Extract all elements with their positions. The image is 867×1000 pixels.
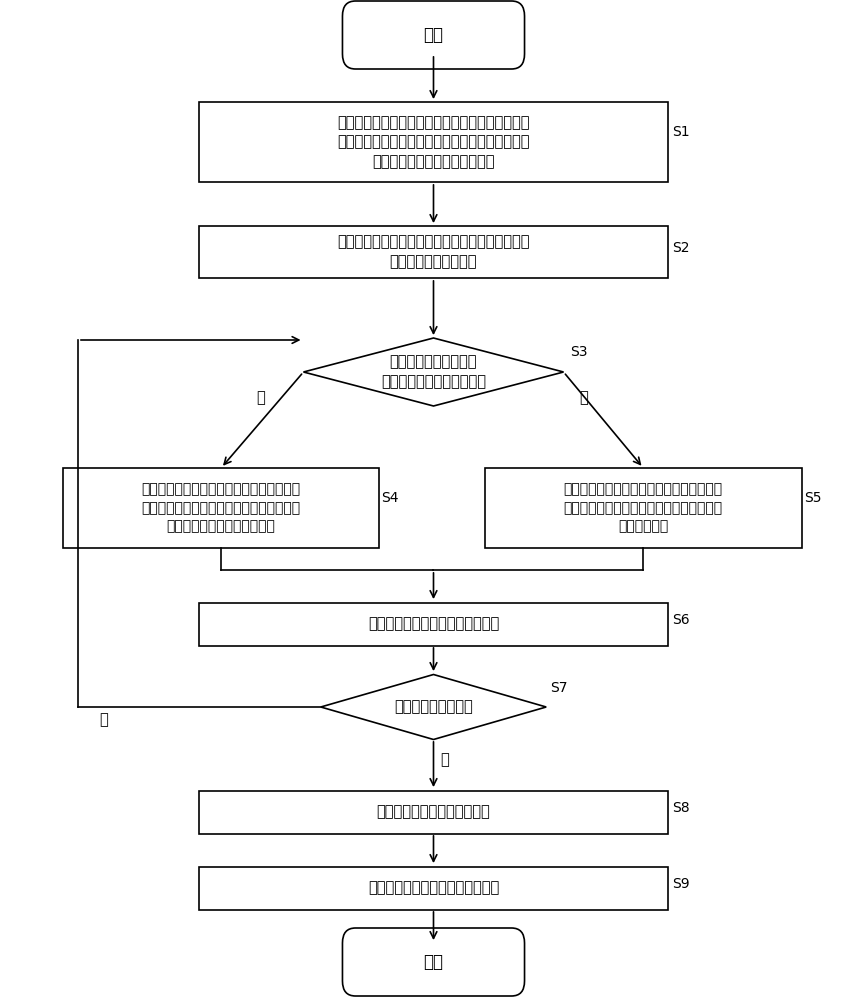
Text: 结束: 结束 xyxy=(423,953,444,971)
FancyBboxPatch shape xyxy=(342,928,525,996)
Bar xyxy=(199,790,668,834)
Text: 否: 否 xyxy=(100,712,108,728)
Text: S5: S5 xyxy=(804,491,821,505)
Text: 确定载运工具当前时刻的惯性运动方向和目
的地吸引运动方向，并计算载运工具下一时
刻的运动方向: 确定载运工具当前时刻的惯性运动方向和目 的地吸引运动方向，并计算载运工具下一时 … xyxy=(564,483,723,533)
Text: S9: S9 xyxy=(672,877,689,891)
Polygon shape xyxy=(321,674,546,740)
Bar xyxy=(199,602,668,646)
Text: 载运工具到达目的地: 载运工具到达目的地 xyxy=(394,700,473,714)
Text: 计算载运工具下一时刻的空间位置: 计算载运工具下一时刻的空间位置 xyxy=(368,616,499,632)
Text: 开始: 开始 xyxy=(423,26,444,44)
Text: S1: S1 xyxy=(672,125,689,139)
Text: S3: S3 xyxy=(570,345,588,359)
Text: 载运工具的排斥区域内
存在障碍物或其他载运工具: 载运工具的排斥区域内 存在障碍物或其他载运工具 xyxy=(381,355,486,389)
Text: S4: S4 xyxy=(381,491,399,505)
FancyBboxPatch shape xyxy=(342,1,525,69)
Bar xyxy=(199,102,668,182)
Bar xyxy=(199,866,668,910)
Text: S7: S7 xyxy=(551,681,568,695)
Text: 对所有载运工具进行同步路径优化: 对所有载运工具进行同步路径优化 xyxy=(368,880,499,896)
Text: 完成单个载运工具的路径规划: 完成单个载运工具的路径规划 xyxy=(376,804,491,820)
Text: 否: 否 xyxy=(579,390,588,406)
Text: 根据载运工具的运动场景构建三维空间坐标系，并
将每个载运工具等效为三维空间坐标系中的一个具
有空间坐标和运动方向的矢量点: 根据载运工具的运动场景构建三维空间坐标系，并 将每个载运工具等效为三维空间坐标系… xyxy=(337,115,530,169)
Text: S2: S2 xyxy=(672,241,689,255)
Text: 针对其中的一个载运工具，初始化设置其空间位置
、运动方向以及目的地: 针对其中的一个载运工具，初始化设置其空间位置 、运动方向以及目的地 xyxy=(337,235,530,269)
Polygon shape xyxy=(303,338,564,406)
Text: 是: 是 xyxy=(256,390,264,406)
Text: 是: 是 xyxy=(440,752,449,768)
Text: S6: S6 xyxy=(672,613,689,627)
Bar xyxy=(199,226,668,278)
Bar xyxy=(486,468,801,548)
Text: 确定载运工具当前时刻的惯性运动方向、排
斥运动方向和目的地吸引运动方向，并计算
载运工具下一时刻的运动方向: 确定载运工具当前时刻的惯性运动方向、排 斥运动方向和目的地吸引运动方向，并计算 … xyxy=(141,483,301,533)
Text: S8: S8 xyxy=(672,801,689,815)
Bar xyxy=(63,468,379,548)
